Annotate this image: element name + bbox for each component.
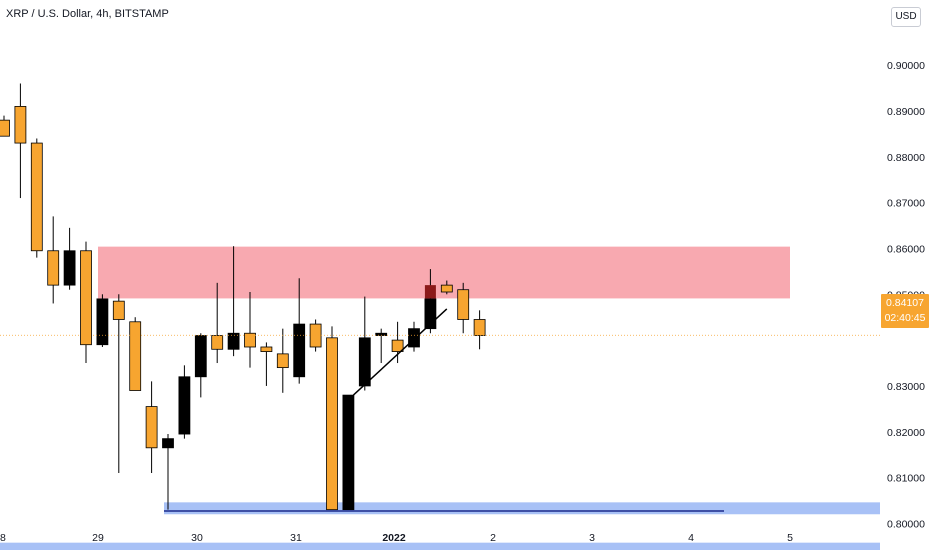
time-tick-label: 29 (92, 532, 104, 544)
zones-layer (0, 246, 880, 550)
candle-body (358, 337, 371, 387)
candle-body (47, 250, 60, 286)
candle-body (162, 438, 174, 449)
time-tick-label: 5 (787, 532, 793, 544)
candles-layer (0, 83, 486, 511)
price-tick-label: 0.90000 (887, 60, 925, 72)
candle-body (326, 337, 338, 511)
price-tick-label: 0.81000 (887, 473, 925, 485)
price-tick-label: 0.88000 (887, 152, 925, 164)
candle-body (194, 335, 207, 378)
candle-body (112, 300, 125, 320)
candle (14, 83, 27, 199)
candle-body (293, 323, 306, 378)
candle (30, 138, 43, 258)
candle-body (96, 298, 109, 346)
currency-button[interactable]: USD (891, 7, 921, 27)
candle (194, 333, 207, 398)
candle (96, 294, 109, 347)
time-tick-label: 3 (589, 532, 595, 544)
price-tick-label: 0.80000 (887, 518, 925, 530)
candle (178, 365, 191, 439)
time-tick-label: 8 (0, 532, 6, 544)
candle-body (63, 250, 76, 286)
candle (129, 317, 142, 391)
candle-body (440, 284, 453, 293)
candle (80, 241, 92, 364)
candle-body (178, 376, 191, 435)
time-tick-label: 30 (191, 532, 203, 544)
candle-body (211, 335, 224, 350)
price-tick-label: 0.82000 (887, 427, 925, 439)
price-tick-label: 0.83000 (887, 381, 925, 393)
price-tick-label: 0.87000 (887, 198, 925, 210)
time-tick-label: 2022 (382, 532, 406, 544)
candle (326, 326, 338, 511)
time-tick-label: 2 (490, 532, 496, 544)
candle-body (342, 394, 355, 511)
candle (211, 282, 224, 364)
time-tick-label: 31 (290, 532, 302, 544)
candle-body (424, 298, 437, 330)
chart-title: XRP / U.S. Dollar, 4h, BITSTAMP (6, 8, 169, 20)
candle (0, 115, 10, 137)
candle (276, 328, 289, 393)
time-tick-label: 4 (688, 532, 694, 544)
candle-body (14, 106, 27, 144)
last-price-value: 0.84107 (886, 297, 924, 309)
candle-body (276, 353, 289, 369)
lines-layer (0, 308, 880, 512)
candle (244, 292, 256, 368)
zone-support-lower (0, 542, 880, 550)
candle (473, 310, 486, 350)
candle (227, 246, 240, 357)
candle-body (145, 406, 158, 449)
zone-support (164, 502, 880, 515)
candle (408, 321, 420, 352)
candle (162, 434, 174, 510)
candle (375, 328, 388, 364)
candle-body (30, 142, 43, 252)
bar-countdown: 02:40:45 (884, 312, 926, 324)
candle (63, 227, 76, 290)
time-axis: 8 29 30 31 2022 2 3 4 5 (0, 532, 793, 544)
candle (358, 296, 371, 391)
candle-body (129, 321, 142, 391)
candle (112, 294, 125, 474)
candle (391, 321, 404, 364)
candle (440, 280, 453, 295)
candle-body (391, 339, 404, 352)
candle (342, 394, 355, 511)
candle (260, 342, 273, 386)
candle-body (457, 289, 470, 320)
last-price-label: 0.84107 02:40:45 (881, 294, 929, 328)
candle-body (244, 332, 256, 348)
candle-body (0, 119, 10, 137)
candle (424, 269, 437, 334)
candle-body (80, 250, 92, 346)
trendline (352, 308, 448, 396)
candle (457, 282, 470, 334)
candle (47, 216, 60, 304)
candle (145, 381, 158, 474)
price-tick-label: 0.86000 (887, 243, 925, 255)
candle-body (260, 346, 273, 352)
candle (293, 278, 306, 384)
price-tick-label: 0.89000 (887, 106, 925, 118)
candle-body (408, 328, 420, 348)
candle-body (473, 319, 486, 336)
candle-body (227, 332, 240, 350)
candle-highlight (424, 285, 436, 299)
